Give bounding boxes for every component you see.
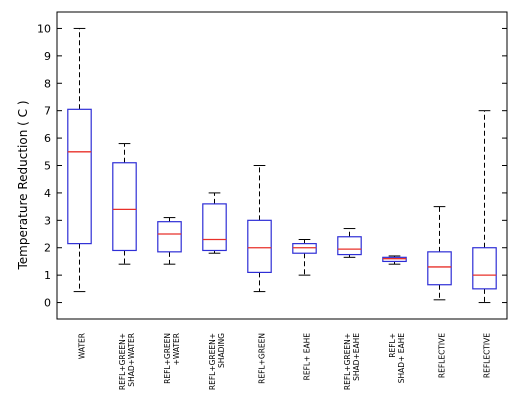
iqr-box	[337, 236, 362, 256]
y-tick-label-6: 6	[44, 132, 51, 145]
x-category-label-line: REFL+	[388, 333, 397, 358]
x-category-label-line: +WATER	[172, 333, 181, 365]
iqr-box	[292, 243, 317, 254]
y-tick-label-10: 10	[37, 22, 51, 35]
x-category-label-line: WATER	[78, 333, 87, 359]
x-category-label-line: REFL+GREEN+	[118, 333, 127, 390]
y-axis: 0 1 2 3 4 5 6 7 8 9 10	[37, 22, 507, 310]
x-category-label-line: SHAD+EAHE	[352, 333, 361, 381]
x-category-label-line: REFL+GREEN+	[343, 333, 352, 390]
x-category-label-8: REFL+SHAD+ EAHE	[388, 333, 406, 383]
box-8	[382, 255, 407, 265]
x-category-label-7: REFL+GREEN+SHAD+EAHE	[343, 333, 361, 390]
x-category-label-1: WATER	[78, 333, 87, 359]
box-3	[157, 217, 182, 265]
x-category-label-3: REFL+GREEN+WATER	[163, 333, 181, 384]
y-tick-label-8: 8	[44, 77, 51, 90]
x-category-label-6: REFL+ EAHE	[303, 333, 312, 381]
y-tick-label-4: 4	[44, 187, 51, 200]
x-category-label-4: REFL+GREEN+SHADING	[208, 333, 226, 390]
box-2	[112, 143, 137, 265]
iqr-box	[472, 247, 497, 290]
iqr-box	[67, 108, 92, 245]
y-tick-label-5: 5	[44, 160, 51, 173]
x-category-label-9: REFLECTIVE	[438, 333, 447, 378]
x-category-label-line: REFLECTIVE	[438, 333, 447, 378]
y-tick-label-9: 9	[44, 50, 51, 63]
x-category-label-line: SHAD+WATER	[127, 333, 136, 387]
box-4	[202, 192, 227, 254]
x-category-label-line: REFLECTIVE	[483, 333, 492, 378]
x-category-label-10: REFLECTIVE	[483, 333, 492, 378]
x-category-label-line: REFL+GREEN	[258, 333, 267, 384]
iqr-box	[112, 162, 137, 252]
box-9	[427, 206, 452, 301]
x-axis-labels: WATER REFL+GREEN+SHAD+WATER REFL+GREEN+WAT…	[78, 333, 492, 390]
y-tick-label-3: 3	[44, 214, 51, 227]
y-axis-label: Temperature Reduction ( C )	[16, 100, 30, 270]
x-category-label-2: REFL+GREEN+SHAD+WATER	[118, 333, 136, 390]
y-tick-label-0: 0	[44, 297, 51, 310]
x-category-label-line: REFL+ EAHE	[303, 333, 312, 381]
boxes	[67, 27, 497, 304]
y-tick-label-1: 1	[44, 269, 51, 282]
iqr-box	[382, 256, 407, 263]
x-category-label-line: SHAD+ EAHE	[397, 333, 406, 383]
box-10	[472, 110, 497, 304]
y-tick-label-7: 7	[44, 105, 51, 118]
y-tick-label-2: 2	[44, 242, 51, 255]
box-5	[247, 165, 272, 293]
iqr-box	[427, 251, 452, 286]
x-category-label-line: REFL+GREEN	[163, 333, 172, 384]
iqr-box	[157, 221, 182, 253]
plot-frame	[56, 11, 508, 320]
box-1	[67, 27, 92, 293]
iqr-box	[202, 203, 227, 252]
box-6	[292, 239, 317, 276]
iqr-box	[247, 219, 272, 274]
x-category-label-5: REFL+GREEN	[258, 333, 267, 384]
x-category-label-line: SHADING	[217, 333, 226, 368]
box-7	[337, 228, 362, 258]
x-category-label-line: REFL+GREEN+	[208, 333, 217, 390]
